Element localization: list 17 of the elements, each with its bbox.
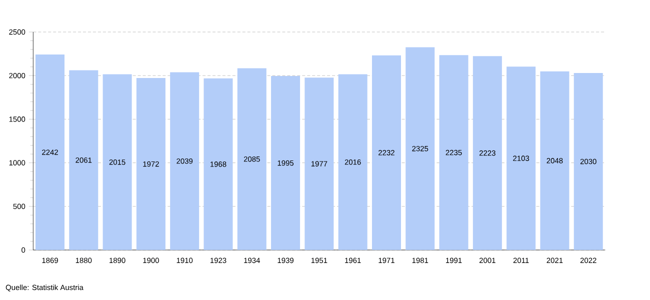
bar	[338, 74, 368, 250]
bar	[36, 54, 65, 250]
bar	[136, 78, 166, 250]
bar	[204, 78, 233, 250]
bar	[439, 55, 468, 250]
bar	[574, 72, 603, 250]
bar	[372, 55, 401, 250]
bar	[506, 66, 536, 250]
bar	[540, 71, 570, 250]
bar	[271, 76, 300, 250]
bar	[406, 47, 435, 250]
bar	[472, 56, 502, 250]
bar	[102, 74, 132, 250]
bar	[304, 78, 334, 250]
bar	[69, 70, 98, 250]
bar	[237, 68, 266, 250]
bar	[170, 72, 200, 250]
